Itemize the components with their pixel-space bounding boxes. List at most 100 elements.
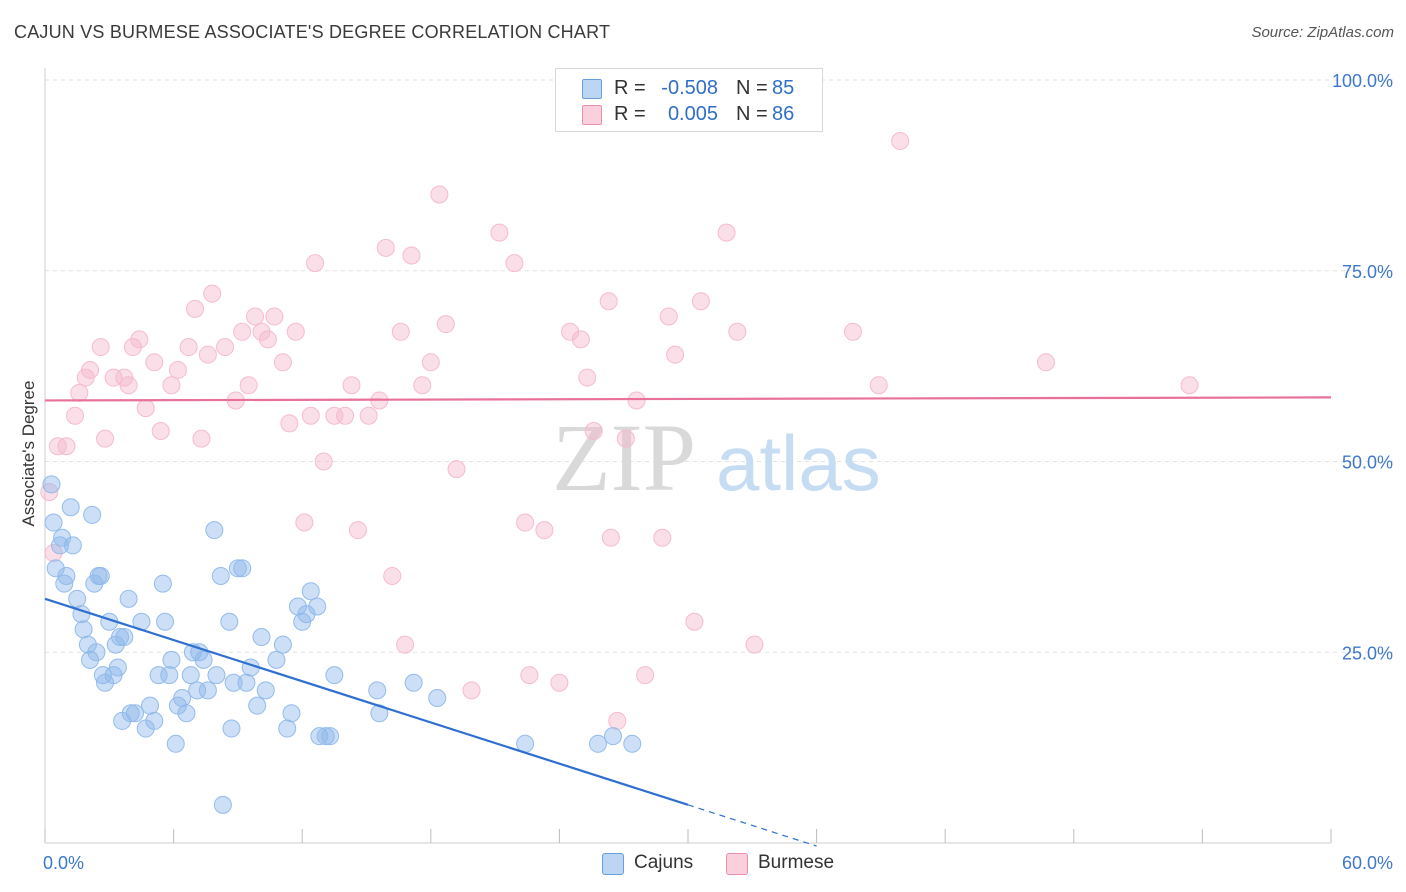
data-point bbox=[121, 704, 140, 723]
data-point bbox=[520, 666, 539, 685]
legend-swatch-burmese bbox=[726, 853, 748, 875]
data-point bbox=[213, 795, 232, 814]
data-point bbox=[224, 673, 243, 692]
data-point bbox=[239, 376, 258, 395]
legend-n-label: N = bbox=[736, 103, 768, 125]
data-point bbox=[216, 338, 235, 357]
data-point bbox=[1180, 376, 1199, 395]
data-point bbox=[192, 429, 211, 448]
data-point bbox=[70, 383, 89, 402]
data-point bbox=[636, 666, 655, 685]
legend-r-value: 0.005 bbox=[667, 103, 718, 125]
data-point bbox=[87, 643, 106, 662]
data-point bbox=[280, 414, 299, 433]
data-point bbox=[119, 589, 138, 608]
data-point bbox=[342, 376, 361, 395]
legend-n-label: N = bbox=[736, 77, 768, 99]
data-point bbox=[578, 368, 597, 387]
data-point bbox=[162, 650, 181, 669]
data-point bbox=[603, 727, 622, 746]
y-tick-label: 100.0% bbox=[1332, 71, 1393, 91]
data-point bbox=[108, 658, 127, 677]
data-point bbox=[316, 727, 335, 746]
stats-legend: R = -0.508 N = 85 R = 0.005 N = 86 bbox=[555, 68, 823, 132]
data-point bbox=[428, 689, 447, 708]
data-point bbox=[653, 528, 672, 547]
data-point bbox=[186, 299, 205, 318]
data-point bbox=[314, 452, 333, 471]
data-point bbox=[66, 406, 85, 425]
legend-n-value: 86 bbox=[772, 103, 795, 125]
data-point bbox=[237, 673, 256, 692]
data-point bbox=[391, 322, 410, 341]
x-tick-label: 60.0% bbox=[1342, 853, 1393, 873]
data-point bbox=[194, 650, 213, 669]
data-point bbox=[256, 681, 275, 700]
data-point bbox=[136, 399, 155, 418]
data-point bbox=[297, 605, 316, 624]
data-point bbox=[91, 566, 110, 585]
data-point bbox=[273, 353, 292, 372]
data-point bbox=[717, 223, 736, 242]
legend-r-label: R = bbox=[614, 77, 646, 99]
data-point bbox=[228, 559, 247, 578]
legend-swatch-burmese bbox=[582, 105, 602, 125]
legend-swatch-cajuns bbox=[602, 853, 624, 875]
data-point bbox=[505, 254, 524, 273]
data-point bbox=[151, 421, 170, 440]
legend-swatch-cajuns bbox=[582, 79, 602, 99]
data-point bbox=[61, 498, 80, 517]
watermark: ZIP atlas bbox=[552, 404, 881, 511]
data-point bbox=[282, 704, 301, 723]
data-point bbox=[258, 330, 277, 349]
data-point bbox=[53, 528, 72, 547]
axes bbox=[44, 68, 1332, 844]
data-point bbox=[153, 574, 172, 593]
data-point bbox=[490, 223, 509, 242]
data-point bbox=[46, 559, 65, 578]
source-label: Source: ZipAtlas.com bbox=[1251, 24, 1394, 41]
data-point bbox=[44, 544, 63, 563]
cajuns-points bbox=[42, 475, 642, 814]
data-point bbox=[278, 719, 297, 738]
data-point bbox=[1036, 353, 1055, 372]
data-point bbox=[104, 368, 123, 387]
data-point bbox=[844, 322, 863, 341]
data-point bbox=[162, 376, 181, 395]
data-point bbox=[623, 734, 642, 753]
data-point bbox=[286, 322, 305, 341]
legend-r-label: R = bbox=[614, 103, 646, 125]
data-point bbox=[57, 437, 76, 456]
data-point bbox=[321, 727, 340, 746]
data-point bbox=[207, 666, 226, 685]
data-point bbox=[252, 322, 271, 341]
data-point bbox=[179, 338, 198, 357]
data-point bbox=[123, 338, 142, 357]
data-point bbox=[310, 727, 329, 746]
data-point bbox=[359, 406, 378, 425]
data-point bbox=[308, 597, 327, 616]
data-point bbox=[535, 521, 554, 540]
data-point bbox=[561, 322, 580, 341]
data-point bbox=[126, 704, 145, 723]
data-point bbox=[222, 719, 241, 738]
burmese-points bbox=[40, 132, 1199, 730]
data-point bbox=[550, 673, 569, 692]
watermark-zip: ZIP bbox=[552, 404, 696, 511]
data-point bbox=[177, 704, 196, 723]
data-point bbox=[93, 666, 112, 685]
data-point bbox=[63, 536, 82, 555]
data-point bbox=[336, 406, 355, 425]
data-point bbox=[166, 734, 185, 753]
data-point bbox=[306, 254, 325, 273]
data-point bbox=[156, 612, 175, 631]
data-point bbox=[145, 711, 164, 730]
data-point bbox=[869, 376, 888, 395]
data-point bbox=[96, 429, 115, 448]
data-point bbox=[745, 635, 764, 654]
axis-labels: 25.0% 50.0% 75.0% 100.0% 0.0% 60.0% Associate'… bbox=[19, 71, 1393, 873]
data-point bbox=[267, 650, 286, 669]
data-point bbox=[430, 185, 449, 204]
data-point bbox=[68, 589, 87, 608]
data-point bbox=[57, 566, 76, 585]
